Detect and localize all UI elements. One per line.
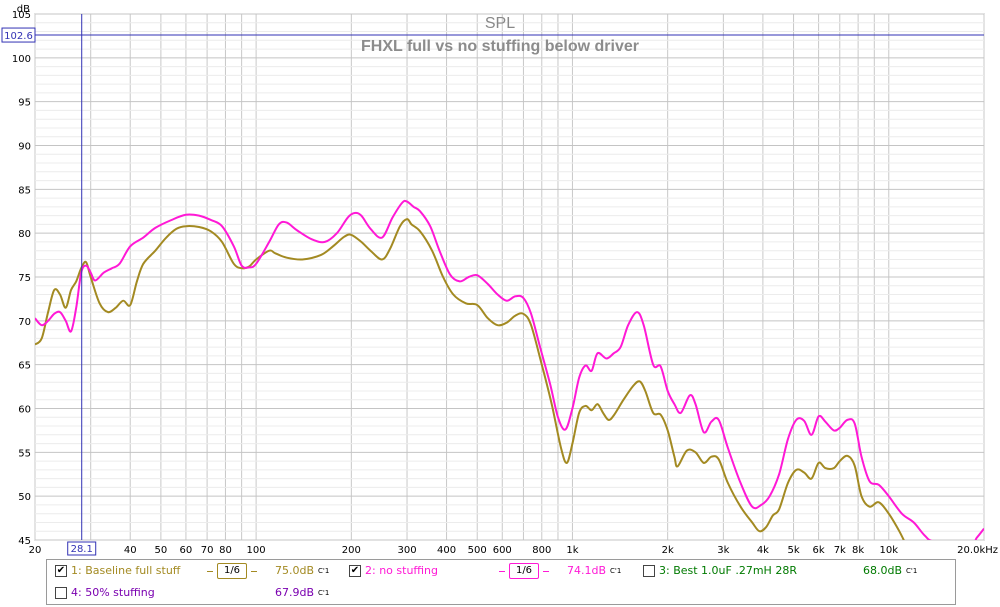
cursor-y-readout: 102.6 — [4, 31, 33, 42]
legend-level-2-unit: C'1 — [610, 566, 622, 575]
legend-smoothing-2[interactable]: 1/6 — [499, 563, 549, 579]
x-tick-label: 5k — [787, 545, 799, 556]
y-tick-label: 55 — [18, 448, 31, 459]
cursor-x-readout: 28.1 — [71, 544, 93, 555]
x-tick-label: 70 — [201, 545, 214, 556]
legend-level-4: 67.9dB C'1 — [275, 586, 329, 599]
legend-level-3: 68.0dB C'1 — [863, 564, 917, 577]
x-tick-label: 2k — [662, 545, 674, 556]
x-tick-label: 6k — [813, 545, 825, 556]
y-tick-label: 100 — [12, 54, 31, 65]
smoothing-badge-1[interactable]: 1/6 — [217, 563, 247, 579]
legend-level-4-unit: C'1 — [318, 588, 330, 597]
x-tick-label: 300 — [397, 545, 416, 556]
y-tick-label: 90 — [18, 142, 31, 153]
legend-label-3: 3: Best 1.0uF .27mH 28R — [659, 564, 797, 577]
cursor-y-readout-box — [1, 27, 36, 43]
legend-checkbox-1[interactable]: ✔ — [55, 564, 67, 577]
series-group — [35, 199, 984, 540]
y-tick-label: 50 — [18, 492, 31, 503]
y-axis-label: dB — [17, 4, 30, 15]
legend-checkbox-4[interactable] — [55, 586, 67, 599]
x-tick-label: 1k — [566, 545, 578, 556]
series-line-2 — [35, 199, 984, 540]
series-line-1 — [35, 218, 905, 540]
y-tick-label: 85 — [18, 185, 31, 196]
grid — [34, 13, 985, 541]
y-axis-ticks: 45 50 55 60 65 70 75 80 85 90 95 100 105 — [12, 10, 31, 547]
legend-checkbox-2[interactable]: ✔ — [349, 564, 361, 577]
x-tick-label: 20 — [29, 545, 42, 556]
y-tick-label: 75 — [18, 273, 31, 284]
y-tick-label: 80 — [18, 229, 31, 240]
legend-label-2: 2: no stuffing — [365, 564, 439, 577]
legend-level-4-value: 67.9dB — [275, 586, 315, 599]
y-tick-label: 95 — [18, 98, 31, 109]
x-tick-label: 40 — [124, 545, 137, 556]
legend-level-1: 75.0dB C'1 — [275, 564, 329, 577]
x-tick-label: 400 — [437, 545, 456, 556]
x-tick-label: 50 — [155, 545, 168, 556]
x-tick-label: 200 — [342, 545, 361, 556]
chart-title: SPL — [485, 15, 515, 32]
y-tick-label: 70 — [18, 317, 31, 328]
legend-item-1[interactable]: ✔ 1: Baseline full stuff — [55, 564, 180, 577]
legend-level-1-value: 75.0dB — [275, 564, 315, 577]
x-tick-label: 600 — [493, 545, 512, 556]
x-tick-label: 60 — [180, 545, 193, 556]
legend-level-3-unit: C'1 — [906, 566, 918, 575]
legend-item-4[interactable]: 4: 50% stuffing — [55, 586, 155, 599]
y-tick-label: 60 — [18, 405, 31, 416]
legend-panel: ✔ 1: Baseline full stuff 1/6 75.0dB C'1 ✔… — [46, 559, 956, 605]
x-tick-label: 10k — [880, 545, 899, 556]
y-tick-label: 65 — [18, 361, 31, 372]
x-tick-label: 500 — [468, 545, 487, 556]
legend-item-3[interactable]: 3: Best 1.0uF .27mH 28R — [643, 564, 797, 577]
legend-level-2: 74.1dB C'1 — [567, 564, 621, 577]
y-tick-label: 45 — [18, 536, 31, 547]
legend-smoothing-1[interactable]: 1/6 — [207, 563, 257, 579]
x-tick-label: 100 — [247, 545, 266, 556]
x-tick-label: 7k — [834, 545, 846, 556]
legend-level-1-unit: C'1 — [318, 566, 330, 575]
legend-checkbox-3[interactable] — [643, 564, 655, 577]
smoothing-badge-2[interactable]: 1/6 — [509, 563, 539, 579]
x-axis-ticks: 20 40 50 60 70 80 100 200 300 400 500 600 800 1k 2k 3k 4… — [29, 545, 998, 556]
legend-item-2[interactable]: ✔ 2: no stuffing — [349, 564, 438, 577]
x-tick-label: 20.0kHz — [957, 545, 998, 556]
legend-level-2-value: 74.1dB — [567, 564, 607, 577]
spl-chart[interactable]: 45 50 55 60 65 70 75 80 85 90 95 100 105 20 40 50 60 70 8… — [0, 0, 1000, 560]
legend-label-1: 1: Baseline full stuff — [71, 564, 181, 577]
cursor[interactable]: 102.6 28.1 — [1, 14, 984, 556]
chart-subtitle: FHXL full vs no stuffing below driver — [361, 38, 639, 55]
y-tick-label: 105 — [12, 10, 31, 21]
x-tick-label: 80 — [219, 545, 232, 556]
x-tick-label: 4k — [757, 545, 769, 556]
legend-label-4: 4: 50% stuffing — [71, 586, 155, 599]
x-tick-label: 3k — [717, 545, 729, 556]
legend-level-3-value: 68.0dB — [863, 564, 903, 577]
x-tick-label: 800 — [532, 545, 551, 556]
cursor-x-readout-box — [67, 541, 97, 556]
x-tick-label: 8k — [852, 545, 864, 556]
